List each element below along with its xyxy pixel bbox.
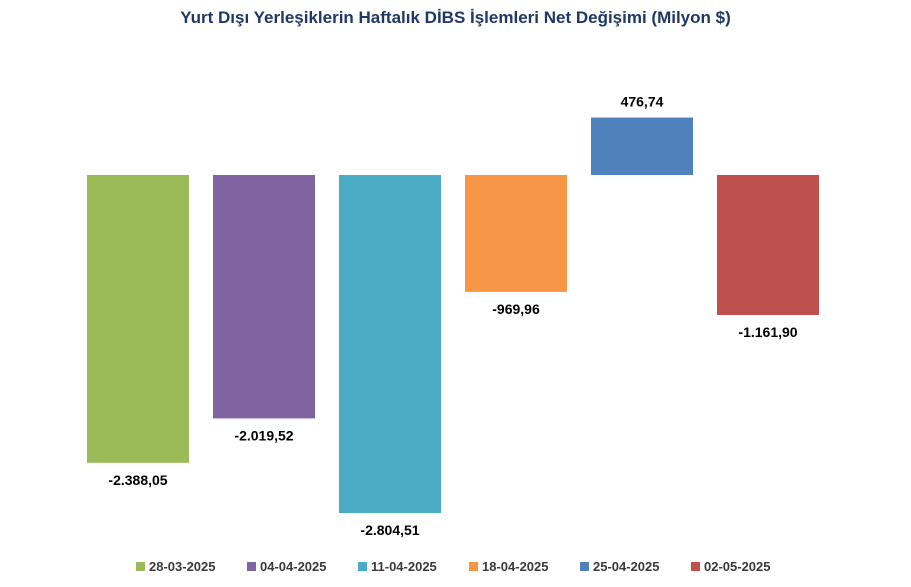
chart-title: Yurt Dışı Yerleşiklerin Haftalık DİBS İş… (180, 8, 731, 27)
data-label-04-04-2025: -2.019,52 (234, 427, 293, 443)
legend-label-28-03-2025: 28-03-2025 (149, 559, 216, 574)
bar-28-03-2025 (87, 175, 189, 463)
data-label-18-04-2025: -969,96 (492, 301, 540, 317)
legend-swatch-04-04-2025 (247, 562, 256, 571)
bar-02-05-2025 (717, 175, 819, 316)
legend-swatch-28-03-2025 (136, 562, 145, 571)
legend-swatch-18-04-2025 (469, 562, 478, 571)
bar-04-04-2025 (213, 175, 315, 419)
legend-swatch-25-04-2025 (580, 562, 589, 571)
legend-label-02-05-2025: 02-05-2025 (704, 559, 771, 574)
bar-18-04-2025 (465, 175, 567, 292)
data-label-28-03-2025: -2.388,05 (108, 472, 167, 488)
legend-swatch-11-04-2025 (358, 562, 367, 571)
data-label-02-05-2025: -1.161,90 (738, 324, 797, 340)
data-label-11-04-2025: -2.804,51 (360, 522, 419, 538)
bar-25-04-2025 (591, 117, 693, 175)
data-label-25-04-2025: 476,74 (621, 94, 664, 110)
legend-label-04-04-2025: 04-04-2025 (260, 559, 327, 574)
legend-label-11-04-2025: 11-04-2025 (371, 559, 437, 574)
legend-label-18-04-2025: 18-04-2025 (482, 559, 549, 574)
bar-11-04-2025 (339, 175, 441, 513)
legend-label-25-04-2025: 25-04-2025 (593, 559, 660, 574)
legend-swatch-02-05-2025 (691, 562, 700, 571)
